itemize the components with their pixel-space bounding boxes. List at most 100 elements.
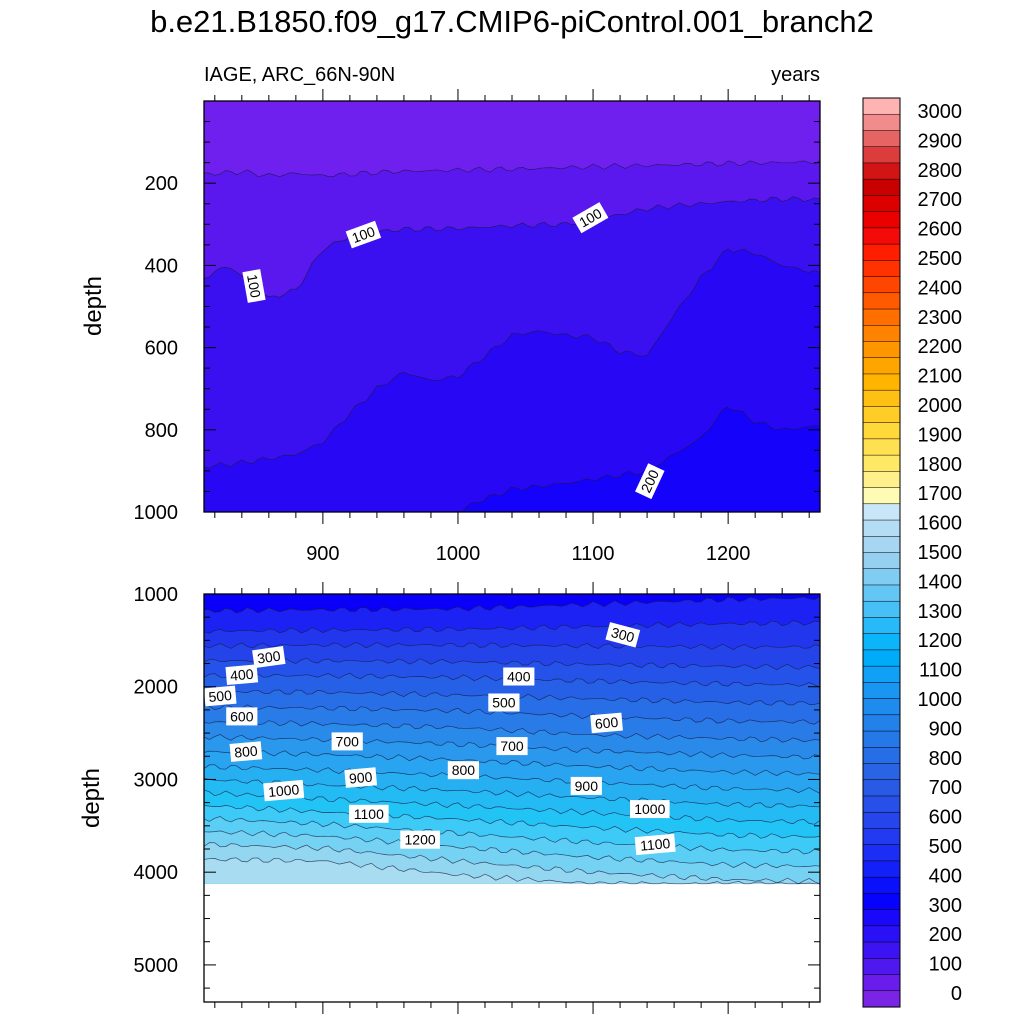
colorbar-swatch	[862, 471, 901, 489]
colorbar-swatch	[862, 260, 901, 278]
contour-line-1100	[203, 842, 821, 885]
colorbar-label: 2500	[918, 248, 963, 270]
contour-band-150	[204, 249, 820, 512]
contour-label-1000: 1000	[263, 779, 305, 802]
colorbar-swatch	[862, 779, 901, 797]
contour-label-text: 500	[208, 687, 233, 705]
contour-line-100	[203, 196, 821, 298]
colorbar-label: 800	[929, 748, 962, 770]
colorbar-swatch	[862, 389, 901, 407]
colorbar-swatch	[862, 487, 901, 505]
colorbar-swatch	[862, 568, 901, 586]
colorbar-swatch	[862, 97, 901, 115]
colorbar-label: 500	[929, 836, 962, 858]
colorbar-swatch	[862, 665, 901, 683]
colorbar-label: 1400	[918, 571, 963, 593]
contour-label-text: 300	[256, 648, 282, 667]
colorbar: 3000290028002700260025002400230022002100…	[862, 97, 963, 1008]
colorbar-swatch	[862, 795, 901, 813]
colorbar-swatch	[862, 357, 901, 375]
colorbar-swatch	[862, 600, 901, 618]
y-tick-label: 3000	[134, 769, 179, 791]
upper-axis-ticks: 200 400 600 800 1000 900 1000 1100 1200	[134, 89, 820, 565]
x-tick-label: 1100	[572, 543, 615, 565]
contour-line-650	[203, 720, 821, 743]
left-string: IAGE, ARC_66N-90N	[204, 64, 395, 86]
contour-label-800: 800	[447, 761, 479, 780]
contour-label-text: 400	[507, 669, 531, 685]
contour-line-850	[203, 778, 821, 808]
contour-label-text: 1100	[354, 806, 384, 822]
contour-label-text: 700	[500, 738, 524, 754]
colorbar-label: 2300	[918, 307, 963, 329]
colorbar-swatch	[862, 227, 901, 245]
colorbar-label: 1200	[918, 630, 963, 652]
lower-plot-frame	[203, 593, 821, 1003]
contour-band-200	[462, 407, 820, 512]
contour-label-500: 500	[488, 693, 520, 712]
y-tick-label: 200	[145, 173, 178, 195]
colorbar-swatch	[862, 747, 901, 765]
contour-label-text: 1000	[634, 801, 665, 817]
colorbar-swatch	[862, 617, 901, 635]
y-tick-label: 2000	[134, 677, 179, 699]
contour-label-900: 900	[570, 776, 602, 795]
contour-label-1000: 1000	[630, 800, 670, 819]
y-tick-label: 400	[145, 255, 178, 277]
colorbar-swatch	[862, 536, 901, 554]
colorbar-swatch	[862, 503, 901, 521]
upper-y-axis-title: depth	[80, 276, 107, 336]
contour-label-500: 500	[203, 685, 237, 707]
colorbar-swatch	[862, 146, 901, 164]
upper-contour-fills	[204, 101, 820, 512]
colorbar-swatch	[862, 519, 901, 537]
contour-label-text: 100	[244, 273, 264, 299]
upper-plot-frame	[203, 100, 821, 513]
colorbar-swatch	[862, 730, 901, 748]
contour-label-1100: 1100	[349, 804, 389, 823]
colorbar-swatch	[862, 633, 901, 651]
contour-label-800: 800	[229, 741, 263, 762]
contour-label-300: 300	[605, 622, 641, 648]
colorbar-swatch	[862, 584, 901, 602]
colorbar-label: 400	[929, 865, 962, 887]
colorbar-swatch	[862, 308, 901, 326]
contour-label-text: 800	[234, 743, 259, 761]
x-tick-label: 1000	[436, 543, 481, 565]
contour-label-1100: 1100	[634, 833, 676, 856]
colorbar-label: 1500	[918, 542, 963, 564]
contour-line-400	[203, 641, 821, 650]
colorbar-swatch	[862, 649, 901, 667]
colorbar-swatch	[862, 162, 901, 180]
colorbar-swatch	[862, 974, 901, 992]
contour-band-1150	[204, 857, 820, 884]
colorbar-swatch	[862, 860, 901, 878]
colorbar-swatch	[862, 422, 901, 440]
colorbar-swatch	[862, 941, 901, 959]
colorbar-label: 2900	[918, 130, 963, 152]
x-tick-label: 1200	[706, 543, 751, 565]
colorbar-swatch	[862, 552, 901, 570]
contour-line-200	[461, 406, 819, 513]
colorbar-swatch	[862, 195, 901, 213]
colorbar-swatch	[862, 958, 901, 976]
colorbar-swatch	[862, 292, 901, 310]
contour-label-300: 300	[252, 646, 286, 669]
colorbar-label: 900	[929, 718, 962, 740]
colorbar-label: 3000	[918, 101, 963, 123]
contour-label-400: 400	[225, 664, 259, 686]
contour-label-900: 900	[344, 767, 378, 788]
contour-label-text: 700	[336, 733, 360, 749]
contour-label-400: 400	[503, 667, 535, 686]
colorbar-label: 2700	[918, 189, 963, 211]
colorbar-swatch	[862, 438, 901, 456]
colorbar-label: 1300	[918, 601, 963, 623]
colorbar-label: 2600	[918, 219, 963, 241]
colorbar-swatch	[862, 341, 901, 359]
colorbar-swatch	[862, 682, 901, 700]
contour-label-text: 100	[350, 223, 378, 246]
colorbar-swatch	[862, 925, 901, 943]
